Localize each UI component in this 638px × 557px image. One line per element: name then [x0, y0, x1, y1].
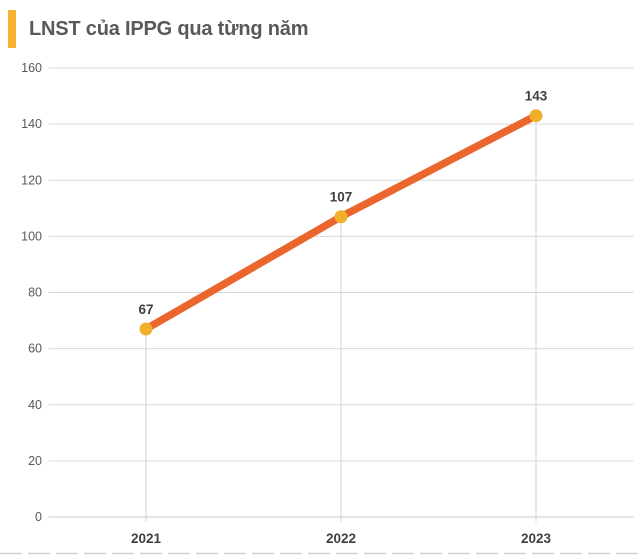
chart-title: LNST của IPPG qua từng năm — [29, 18, 309, 40]
x-tick-label: 2023 — [521, 531, 552, 546]
y-tick-label: 140 — [21, 117, 42, 131]
y-tick-label: 0 — [35, 510, 42, 524]
data-label: 67 — [138, 302, 153, 317]
data-point — [139, 322, 153, 336]
y-tick-label: 60 — [28, 342, 42, 356]
chart-header: LNST của IPPG qua từng năm — [8, 10, 309, 48]
y-tick-label: 160 — [21, 61, 42, 75]
y-tick-label: 120 — [21, 173, 42, 187]
title-accent-bar — [8, 10, 16, 48]
x-tick-label: 2021 — [131, 531, 162, 546]
data-label: 107 — [330, 190, 353, 205]
y-tick-label: 40 — [28, 398, 42, 412]
y-tick-label: 80 — [28, 286, 42, 300]
y-tick-label: 100 — [21, 229, 42, 243]
data-label: 143 — [525, 89, 548, 104]
data-point — [334, 210, 348, 224]
x-tick-label: 2022 — [326, 531, 356, 546]
y-tick-label: 20 — [28, 454, 42, 468]
data-point — [529, 109, 543, 123]
